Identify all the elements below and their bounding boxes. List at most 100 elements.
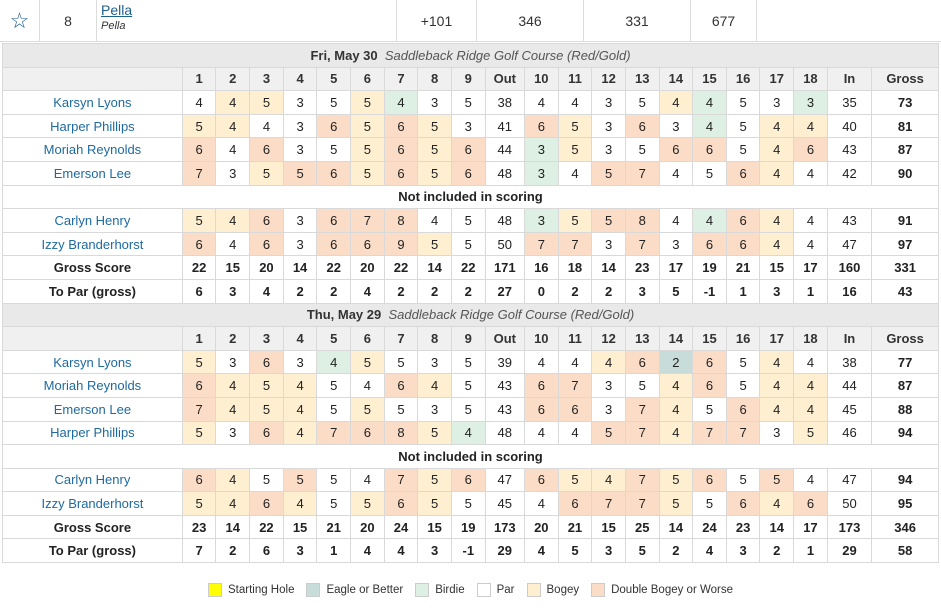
score-cell: 38 [826,349,873,375]
to-par-cell: 4 [523,538,559,564]
score-cell: 6 [316,208,352,233]
score-cell: 5 [658,467,694,493]
score-cell: 4 [557,349,593,375]
score-cell: 5 [249,160,284,186]
score-cell: 4 [759,137,795,162]
score-cell: 7 [523,231,559,257]
score-cell: 4 [759,208,795,233]
score-cell: 6 [624,113,660,139]
score-cell: 4 [692,113,727,139]
score-cell: 5 [417,231,452,257]
hole-number: 18 [793,66,828,92]
score-cell: 7 [557,373,593,398]
score-cell: 5 [249,90,284,115]
gross-cell: 17 [658,255,694,280]
score-cell: 8 [624,208,660,233]
gross-cell: 331 [871,255,939,280]
score-cell: 6 [383,113,419,139]
score-cell: 45 [826,396,873,422]
score-cell: 6 [557,491,593,516]
score-cell: 7 [624,491,660,516]
to-par-cell: 29 [484,538,525,564]
player-name-link[interactable]: Moriah Reynolds [2,373,183,398]
player-name-link[interactable]: Izzy Branderhorst [2,231,183,257]
gross-cell: 346 [871,514,939,540]
score-cell: 6 [350,231,385,257]
score-cell: 41 [484,113,525,139]
score-cell: 4 [215,231,251,257]
gross-cell: 173 [826,514,873,540]
player-name-link[interactable]: Emerson Lee [2,160,183,186]
gross-cell: 25 [624,514,660,540]
player-name-link[interactable]: Carlyn Henry [2,467,183,493]
hole-number: 7 [383,66,419,92]
score-cell: 4 [523,349,559,375]
score-cell: 5 [624,373,660,398]
gross-cell: 15 [215,255,251,280]
hole-number: 2 [215,326,251,351]
player-name-link[interactable]: Carlyn Henry [2,208,183,233]
round-course: Saddleback Ridge Golf Course (Red/Gold) [384,47,631,63]
to-par-cell: 1 [793,538,828,564]
score-cell: 42 [826,160,873,186]
score-cell: 6 [249,349,284,375]
hole-number: 12 [591,326,626,351]
score-cell: 5 [417,491,452,516]
to-par-cell: 3 [624,278,660,304]
holes-header-blank [2,66,183,92]
score-cell: 4 [282,396,318,422]
score-cell: 44 [484,137,525,162]
to-par-cell: 4 [692,538,727,564]
player-row: Emerson Lee 7 4 5 4 5 5 5 3 5 43 6 6 3 7 4 5 6 4 4 45 88 [2,396,939,422]
score-cell: 5 [591,160,626,186]
score-cell: 5 [450,349,486,375]
legend-label: Bogey [546,584,580,596]
team-name-link[interactable]: Pella [101,2,133,18]
score-cell: 3 [793,90,828,115]
score-cell: 47 [484,467,525,493]
score-cell: 5 [417,137,452,162]
gross-cell: 22 [316,255,352,280]
to-par-cell: 4 [249,278,284,304]
hole-number: 1 [181,326,217,351]
score-cell: 5 [450,231,486,257]
hole-number: 1 [181,66,217,92]
player-name-link[interactable]: Izzy Branderhorst [2,491,183,516]
team-summary-row: ☆ 8 Pella Pella +101 346 331 677 [0,0,941,42]
to-par-cell: -1 [692,278,727,304]
round-date: Fri, May 30 [310,47,378,63]
score-cell: 5 [249,373,284,398]
score-cell: 5 [350,113,385,139]
player-name-link[interactable]: Harper Phillips [2,113,183,139]
gross-score-label: Gross Score [2,255,183,280]
score-cell: 90 [871,160,939,186]
not-included-label: Not included in scoring [2,184,939,210]
gross-cell: 17 [793,514,828,540]
to-par-cell: 4 [350,278,385,304]
hole-number: Out [484,326,525,351]
to-par-cell: 2 [215,538,251,564]
player-name-link[interactable]: Karsyn Lyons [2,349,183,375]
score-cell: 47 [826,231,873,257]
star-icon[interactable]: ☆ [0,0,40,42]
score-cell: 5 [725,90,761,115]
score-cell: 4 [316,349,352,375]
score-cell: 7 [181,160,217,186]
score-cell: 4 [658,160,694,186]
score-cell: 7 [624,160,660,186]
gross-cell: 24 [692,514,727,540]
score-cell: 45 [484,491,525,516]
player-name-link[interactable]: Karsyn Lyons [2,90,183,115]
gross-cell: 160 [826,255,873,280]
not-included-row: Not included in scoring [2,184,939,210]
player-name-link[interactable]: Moriah Reynolds [2,137,183,162]
player-name-link[interactable]: Emerson Lee [2,396,183,422]
score-cell: 43 [484,373,525,398]
player-row: Karsyn Lyons 5 3 6 3 4 5 5 3 5 39 4 4 4 6 2 6 5 4 4 38 77 [2,349,939,375]
legend-item: Bogey [526,583,580,597]
score-cell: 3 [658,231,694,257]
score-cell: 5 [181,113,217,139]
score-cell: 5 [624,90,660,115]
score-cell: 4 [249,113,284,139]
player-name-link[interactable]: Harper Phillips [2,420,183,446]
